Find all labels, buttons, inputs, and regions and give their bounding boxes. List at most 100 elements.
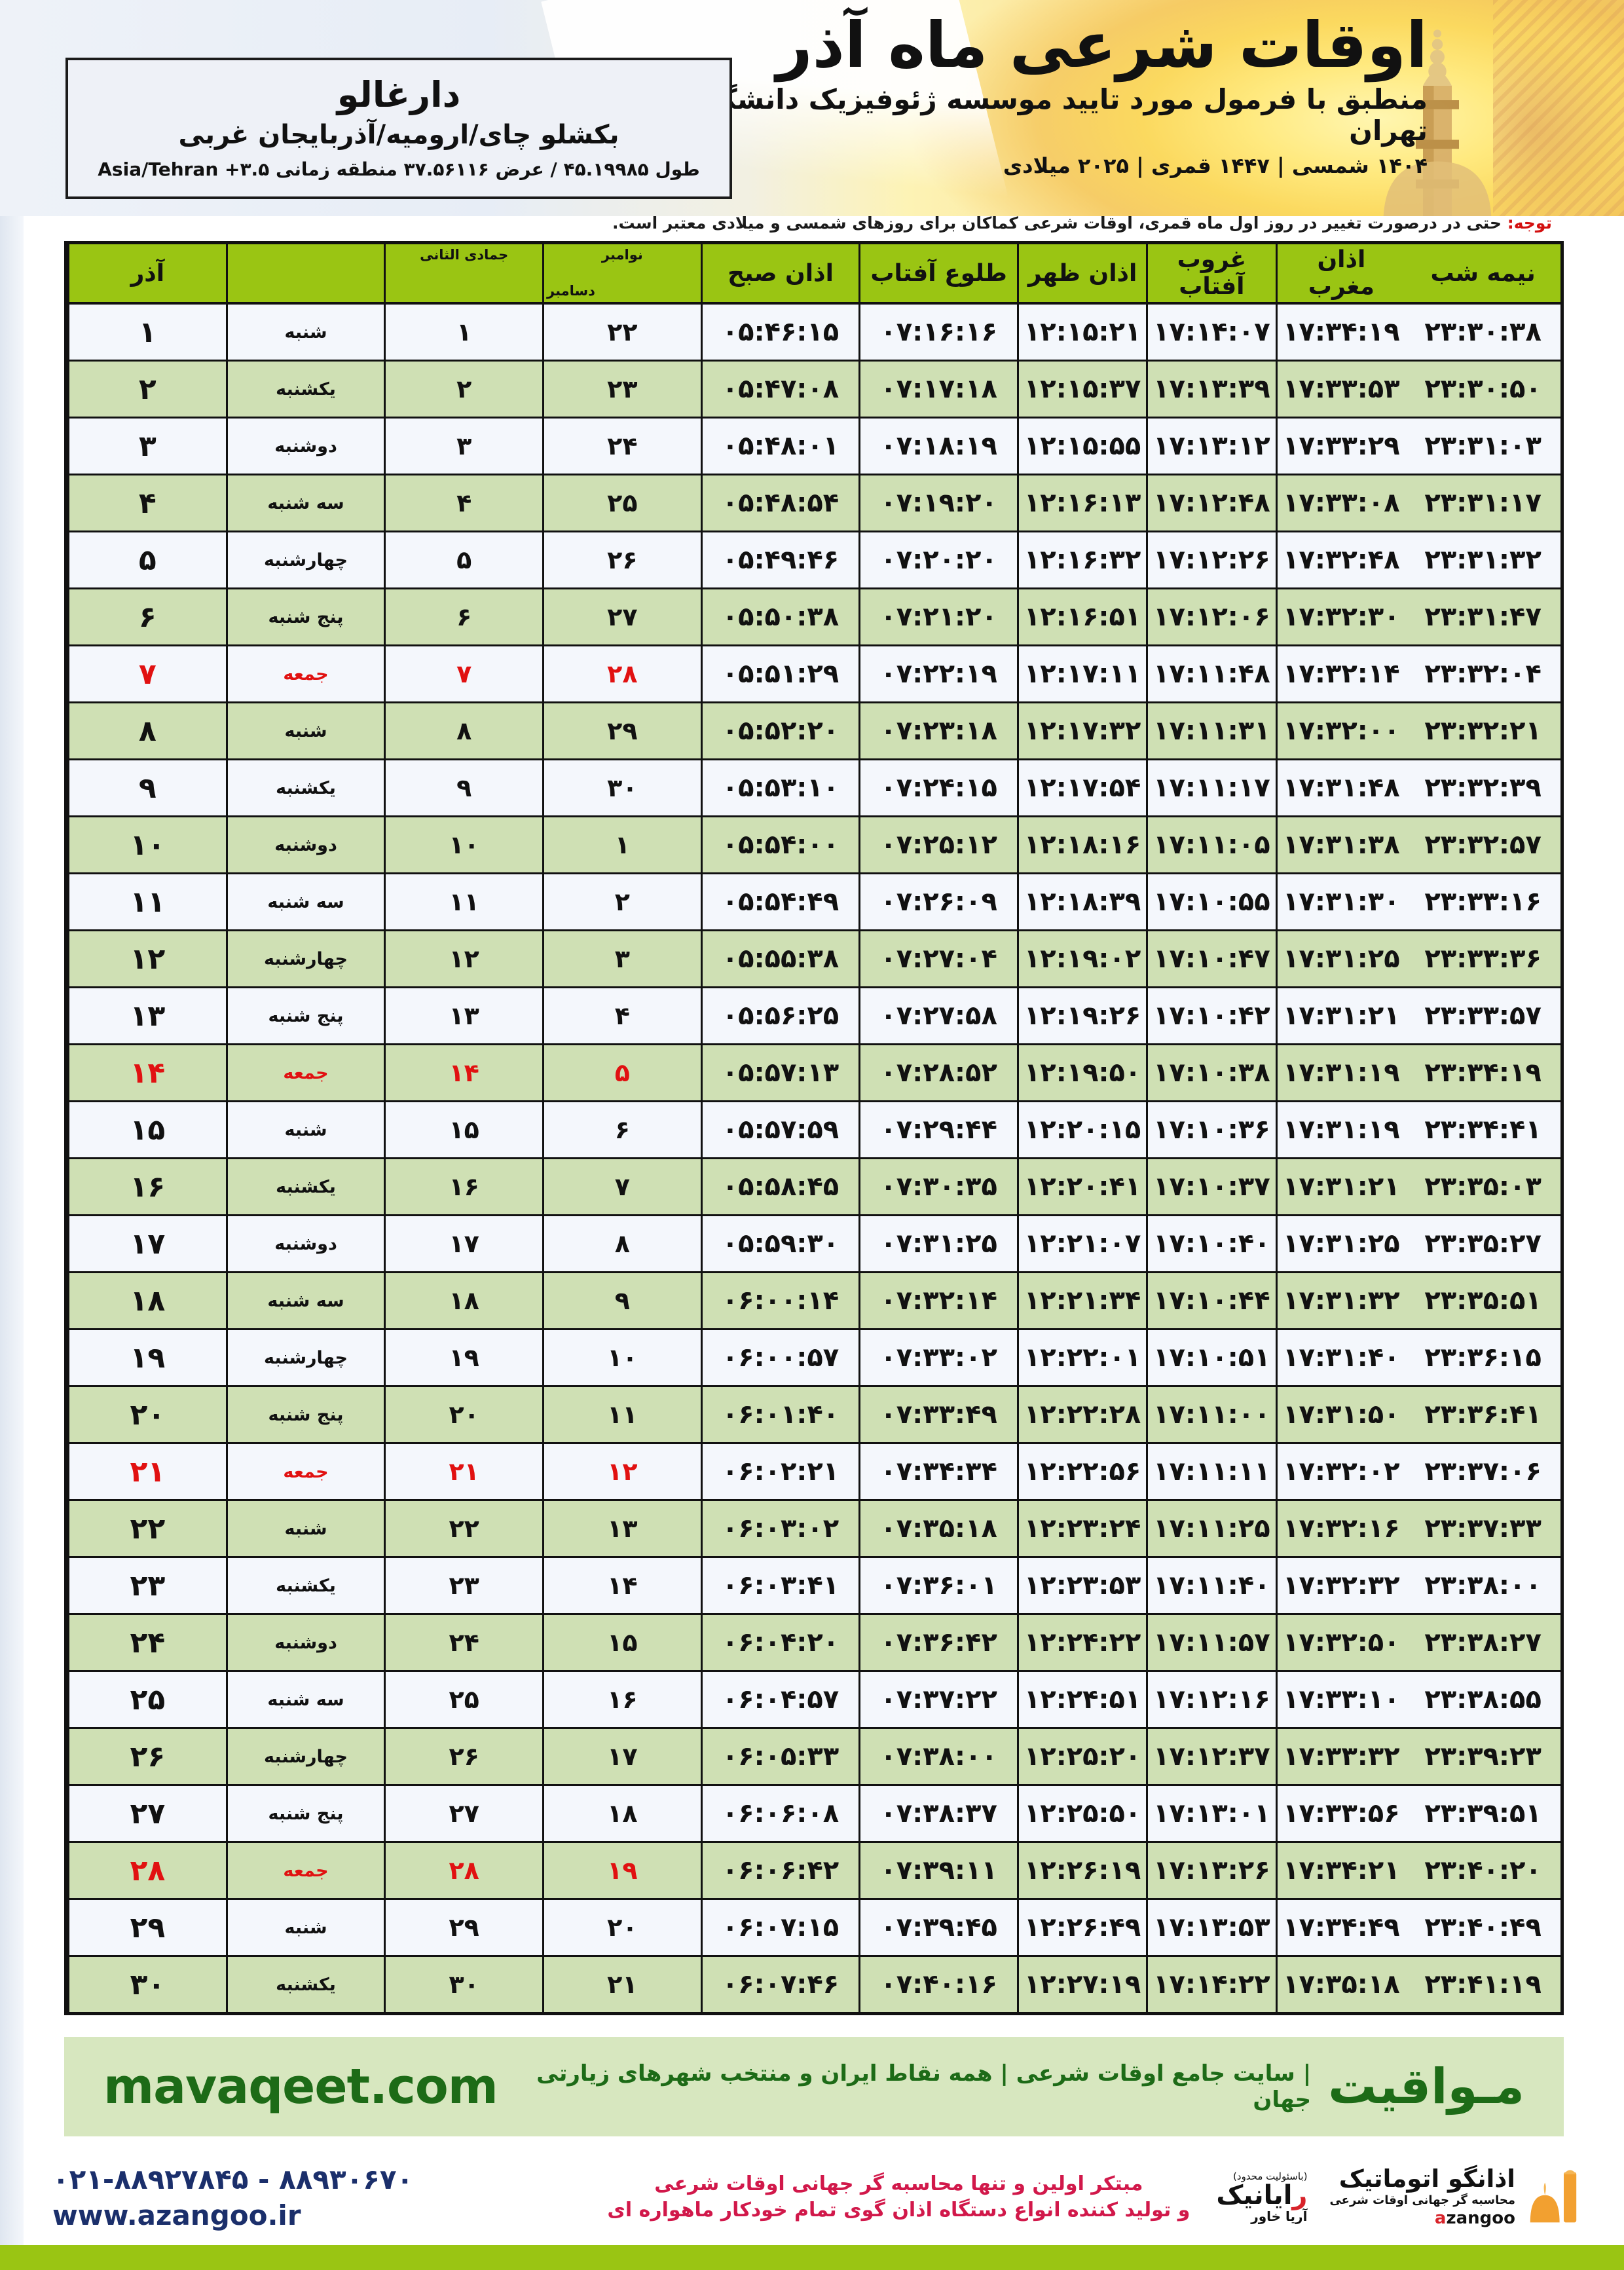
time-midnight: ۲۳:۳۵:۲۷ xyxy=(1405,1215,1560,1273)
time-dhuhr: ۱۲:۲۳:۵۳ xyxy=(1016,1557,1147,1615)
weekday-name: شنبه xyxy=(225,702,385,760)
time-dhuhr: ۱۲:۱۵:۲۱ xyxy=(1016,303,1147,362)
promo-domain[interactable]: mavaqeet.com xyxy=(103,2058,498,2115)
table-row: ۲۳:۳۱:۴۷ ۱۷:۳۲:۳۰ ۱۷:۱۲:۰۶ ۱۲:۱۶:۵۱ ۰۷:۲۱:۲۰… xyxy=(67,588,1560,646)
col-header-jumada: جمادی الثانی xyxy=(420,247,509,263)
hijri-day: ۱۴ xyxy=(384,1044,544,1102)
azar-day: ۱۷ xyxy=(67,1215,227,1273)
time-maghrib: ۱۷:۳۳:۵۶ xyxy=(1275,1785,1406,1843)
hijri-day: ۱۲ xyxy=(384,930,544,988)
table-row: ۲۳:۳۰:۵۰ ۱۷:۳۳:۵۳ ۱۷:۱۳:۳۹ ۱۲:۱۵:۳۷ ۰۷:۱۷:۱۸… xyxy=(67,360,1560,419)
time-fajr: ۰۶:۰۷:۱۵ xyxy=(700,1899,860,1957)
time-maghrib: ۱۷:۳۱:۴۰ xyxy=(1275,1329,1406,1387)
time-dhuhr: ۱۲:۱۷:۱۱ xyxy=(1016,645,1147,703)
time-dhuhr: ۱۲:۱۹:۲۶ xyxy=(1016,987,1147,1045)
time-dhuhr: ۱۲:۱۹:۰۲ xyxy=(1016,930,1147,988)
gregorian-day: ۱۳ xyxy=(542,1500,702,1558)
time-dhuhr: ۱۲:۲۶:۴۹ xyxy=(1016,1899,1147,1957)
gregorian-day: ۱۹ xyxy=(542,1842,702,1900)
weekday-name: یکشنبه xyxy=(225,1158,385,1216)
time-sunset: ۱۷:۱۱:۱۱ xyxy=(1146,1443,1276,1501)
time-midnight: ۲۳:۴۰:۴۹ xyxy=(1405,1899,1560,1957)
time-maghrib: ۱۷:۳۲:۱۶ xyxy=(1275,1500,1406,1558)
weekday-name: دوشنبه xyxy=(225,1215,385,1273)
time-fajr: ۰۶:۰۶:۴۲ xyxy=(700,1842,860,1900)
page-left-edge xyxy=(0,0,24,2270)
time-sunrise: ۰۷:۲۴:۱۵ xyxy=(858,759,1018,817)
table-row: ۲۳:۳۸:۲۷ ۱۷:۳۲:۵۰ ۱۷:۱۱:۵۷ ۱۲:۲۴:۲۲ ۰۷:۳۶:۴۲… xyxy=(67,1614,1560,1672)
time-fajr: ۰۵:۴۹:۴۶ xyxy=(700,531,860,589)
time-midnight: ۲۳:۴۱:۱۹ xyxy=(1405,1956,1560,2012)
time-sunrise: ۰۷:۳۳:۰۲ xyxy=(858,1329,1018,1387)
col-header-sunset: غروب آفتاب xyxy=(1146,244,1276,305)
gregorian-day: ۲۶ xyxy=(542,531,702,589)
time-fajr: ۰۶:۰۰:۵۷ xyxy=(700,1329,860,1387)
page-subtitle: منطبق با فرمول مورد تایید موسسه ژئوفیزیک… xyxy=(694,83,1428,147)
city-region: بکشلو چای/ارومیه/آذربایجان غربی xyxy=(178,119,619,150)
time-maghrib: ۱۷:۳۴:۱۹ xyxy=(1275,303,1406,362)
time-dhuhr: ۱۲:۱۵:۵۵ xyxy=(1016,417,1147,475)
time-maghrib: ۱۷:۳۳:۲۹ xyxy=(1275,417,1406,475)
time-dhuhr: ۱۲:۱۸:۱۶ xyxy=(1016,816,1147,874)
table-row: ۲۳:۴۰:۴۹ ۱۷:۳۴:۴۹ ۱۷:۱۳:۵۳ ۱۲:۲۶:۴۹ ۰۷:۳۹:۴۵… xyxy=(67,1899,1560,1957)
page-title: اوقات شرعی ماه آذر xyxy=(776,9,1428,82)
time-dhuhr: ۱۲:۲۴:۲۲ xyxy=(1016,1614,1147,1672)
table-row: ۲۳:۳۲:۵۷ ۱۷:۳۱:۳۸ ۱۷:۱۱:۰۵ ۱۲:۱۸:۱۶ ۰۷:۲۵:۱۲… xyxy=(67,816,1560,874)
col-header-december: دسامبر xyxy=(547,283,595,299)
weekday-name: یکشنبه xyxy=(225,360,385,419)
table-row: ۲۳:۳۱:۱۷ ۱۷:۳۳:۰۸ ۱۷:۱۲:۴۸ ۱۲:۱۶:۱۳ ۰۷:۱۹:۲۰… xyxy=(67,474,1560,532)
time-maghrib: ۱۷:۳۱:۵۰ xyxy=(1275,1386,1406,1444)
time-sunset: ۱۷:۱۱:۱۷ xyxy=(1146,759,1276,817)
time-sunset: ۱۷:۱۲:۱۶ xyxy=(1146,1671,1276,1729)
time-dhuhr: ۱۲:۲۲:۵۶ xyxy=(1016,1443,1147,1501)
time-fajr: ۰۶:۰۲:۲۱ xyxy=(700,1443,860,1501)
time-fajr: ۰۵:۵۴:۰۰ xyxy=(700,816,860,874)
time-fajr: ۰۵:۴۶:۱۵ xyxy=(700,303,860,362)
azar-day: ۳۰ xyxy=(67,1956,227,2012)
time-midnight: ۲۳:۳۷:۳۳ xyxy=(1405,1500,1560,1558)
azar-day: ۲۲ xyxy=(67,1500,227,1558)
azar-day: ۱۸ xyxy=(67,1272,227,1330)
time-maghrib: ۱۷:۳۱:۲۵ xyxy=(1275,1215,1406,1273)
azar-day: ۲۶ xyxy=(67,1728,227,1786)
time-midnight: ۲۳:۳۹:۵۱ xyxy=(1405,1785,1560,1843)
time-sunrise: ۰۷:۲۷:۵۸ xyxy=(858,987,1018,1045)
hijri-day: ۹ xyxy=(384,759,544,817)
note-text: حتی در درصورت تغییر در روز اول ماه قمری،… xyxy=(612,214,1502,233)
time-sunset: ۱۷:۱۳:۲۶ xyxy=(1146,1842,1276,1900)
time-fajr: ۰۶:۰۳:۰۲ xyxy=(700,1500,860,1558)
gregorian-day: ۲۳ xyxy=(542,360,702,419)
table-row: ۲۳:۳۹:۵۱ ۱۷:۳۳:۵۶ ۱۷:۱۳:۰۱ ۱۲:۲۵:۵۰ ۰۷:۳۸:۳۷… xyxy=(67,1785,1560,1843)
azar-day: ۱۹ xyxy=(67,1329,227,1387)
time-sunrise: ۰۷:۴۰:۱۶ xyxy=(858,1956,1018,2012)
footer-website[interactable]: www.azangoo.ir xyxy=(52,2199,301,2231)
time-sunset: ۱۷:۱۰:۴۴ xyxy=(1146,1272,1276,1330)
gregorian-day: ۸ xyxy=(542,1215,702,1273)
time-midnight: ۲۳:۳۲:۵۷ xyxy=(1405,816,1560,874)
table-row: ۲۳:۳۴:۴۱ ۱۷:۳۱:۱۹ ۱۷:۱۰:۳۶ ۱۲:۲۰:۱۵ ۰۷:۲۹:۴۴… xyxy=(67,1101,1560,1159)
time-midnight: ۲۳:۳۵:۵۱ xyxy=(1405,1272,1560,1330)
time-fajr: ۰۵:۴۸:۰۱ xyxy=(700,417,860,475)
time-fajr: ۰۶:۰۰:۱۴ xyxy=(700,1272,860,1330)
gregorian-day: ۲۱ xyxy=(542,1956,702,2012)
time-sunrise: ۰۷:۲۵:۱۲ xyxy=(858,816,1018,874)
time-dhuhr: ۱۲:۲۱:۳۴ xyxy=(1016,1272,1147,1330)
col-header-dhuhr: اذان ظهر xyxy=(1016,244,1147,305)
time-fajr: ۰۶:۰۶:۰۸ xyxy=(700,1785,860,1843)
weekday-name: چهارشنبه xyxy=(225,1728,385,1786)
note-label: توجه: xyxy=(1507,214,1552,233)
time-maghrib: ۱۷:۳۲:۳۰ xyxy=(1275,588,1406,646)
time-dhuhr: ۱۲:۲۳:۲۴ xyxy=(1016,1500,1147,1558)
time-maghrib: ۱۷:۳۵:۱۸ xyxy=(1275,1956,1406,2012)
azar-day: ۲ xyxy=(67,360,227,419)
azar-day: ۴ xyxy=(67,474,227,532)
time-dhuhr: ۱۲:۱۵:۳۷ xyxy=(1016,360,1147,419)
azar-day: ۷ xyxy=(67,645,227,703)
table-row: ۲۳:۳۱:۰۳ ۱۷:۳۳:۲۹ ۱۷:۱۳:۱۲ ۱۲:۱۵:۵۵ ۰۷:۱۸:۱۹… xyxy=(67,417,1560,475)
table-row: ۲۳:۳۵:۲۷ ۱۷:۳۱:۲۵ ۱۷:۱۰:۴۰ ۱۲:۲۱:۰۷ ۰۷:۳۱:۲۵… xyxy=(67,1215,1560,1273)
azangoo-name-latin: azangoo xyxy=(1434,2208,1515,2228)
time-midnight: ۲۳:۴۰:۲۰ xyxy=(1405,1842,1560,1900)
time-maghrib: ۱۷:۳۱:۳۲ xyxy=(1275,1272,1406,1330)
table-row: ۲۳:۳۵:۰۳ ۱۷:۳۱:۲۱ ۱۷:۱۰:۳۷ ۱۲:۲۰:۴۱ ۰۷:۳۰:۳۵… xyxy=(67,1158,1560,1216)
time-fajr: ۰۶:۰۷:۴۶ xyxy=(700,1956,860,2012)
